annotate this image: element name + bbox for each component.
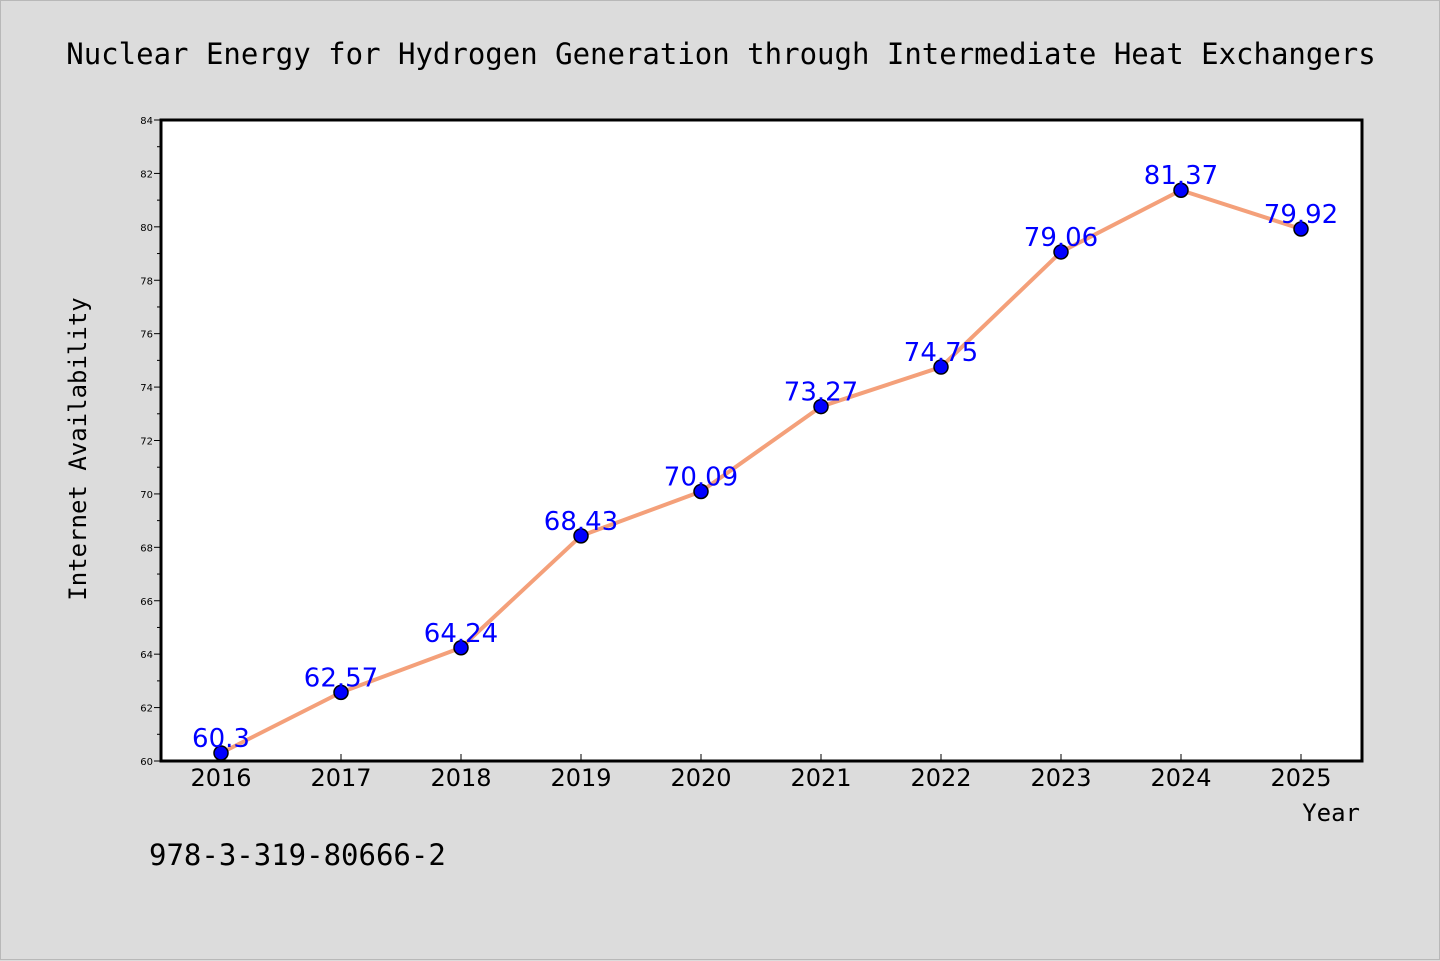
data-point <box>1293 221 1309 237</box>
data-point <box>213 745 229 761</box>
data-label: 64.24 <box>424 619 498 649</box>
x-tick-label: 2017 <box>310 764 371 792</box>
y-axis-ticks: 60 62 64 66 68 70 72 74 76 78 80 82 84 <box>140 116 161 768</box>
plot-area <box>159 118 1364 763</box>
chart-title: Nuclear Energy for Hydrogen Generation t… <box>66 37 1375 71</box>
data-label: 79.06 <box>1024 223 1098 253</box>
data-point <box>1053 244 1069 260</box>
y-tick-label: 66 <box>140 597 153 608</box>
data-point <box>933 359 949 375</box>
data-point <box>573 528 589 544</box>
data-label: 60.3 <box>192 724 250 754</box>
data-point <box>1173 182 1189 198</box>
y-tick-label: 80 <box>140 223 153 234</box>
data-label: 62.57 <box>304 663 378 693</box>
x-tick-label: 2023 <box>1030 764 1091 792</box>
x-tick-label: 2024 <box>1150 764 1211 792</box>
y-axis-label: Internet Availability <box>64 297 92 600</box>
x-axis-ticks: 2016 2017 2018 2019 2020 2021 2022 2023 2024 2025 <box>190 754 1332 792</box>
data-label: 79.92 <box>1264 200 1338 230</box>
y-tick-label: 64 <box>140 650 153 661</box>
x-tick-label: 2016 <box>190 764 251 792</box>
x-tick-label: 2020 <box>670 764 731 792</box>
x-axis-label: Year <box>1302 799 1360 827</box>
x-tick-label: 2022 <box>910 764 971 792</box>
data-point <box>813 398 829 415</box>
y-tick-label: 62 <box>140 704 153 715</box>
x-tick-label: 2025 <box>1270 764 1331 792</box>
data-label: 70.09 <box>664 463 738 493</box>
data-point <box>693 483 709 500</box>
series-0: 60.3 62.57 64.24 68.43 70.09 73.27 74.75 79.06 8… <box>192 161 1338 761</box>
y-tick-label: 76 <box>140 330 153 341</box>
x-tick-label: 2018 <box>430 764 491 792</box>
y-tick-label: 60 <box>140 757 153 768</box>
series-line <box>219 188 1303 755</box>
data-point <box>333 684 349 701</box>
x-tick-label: 2019 <box>550 764 611 792</box>
y-tick-label: 70 <box>140 490 153 501</box>
y-tick-label: 84 <box>140 116 153 127</box>
data-label: 68.43 <box>544 507 618 537</box>
y-tick-label: 72 <box>140 437 153 448</box>
data-label: 74.75 <box>904 338 978 368</box>
isbn-caption: 978-3-319-80666-2 <box>149 838 446 872</box>
y-tick-label: 78 <box>140 276 153 287</box>
x-tick-label: 2021 <box>790 764 851 792</box>
data-label: 81.37 <box>1144 161 1218 191</box>
y-tick-label: 82 <box>140 169 153 180</box>
y-tick-label: 74 <box>140 383 153 394</box>
data-label: 73.27 <box>784 378 858 408</box>
y-tick-label: 68 <box>140 543 153 554</box>
data-point <box>453 640 469 656</box>
